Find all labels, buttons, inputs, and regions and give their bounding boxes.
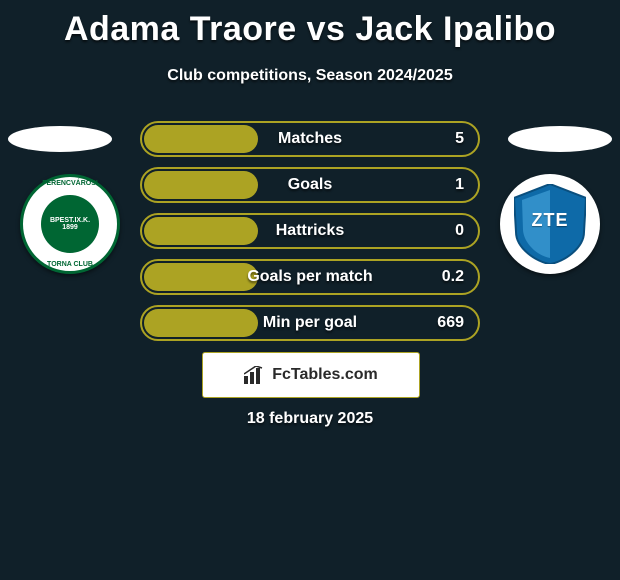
stat-row: Hattricks0	[0, 210, 620, 256]
stat-value-right: 0.2	[442, 261, 464, 293]
stat-row: Matches5	[0, 118, 620, 164]
bar-chart-icon	[244, 366, 266, 384]
stats-area: Matches5Goals1Hattricks0Goals per match0…	[0, 118, 620, 348]
stat-value-right: 5	[455, 123, 464, 155]
stat-label: Hattricks	[142, 215, 478, 247]
stat-pill: Min per goal669	[140, 305, 480, 341]
stat-row: Min per goal669	[0, 302, 620, 348]
stat-label: Min per goal	[142, 307, 478, 339]
stat-value-right: 0	[455, 215, 464, 247]
watermark-text: FcTables.com	[272, 366, 378, 384]
stat-label: Goals	[142, 169, 478, 201]
stat-row: Goals per match0.2	[0, 256, 620, 302]
stat-label: Matches	[142, 123, 478, 155]
stat-pill: Goals1	[140, 167, 480, 203]
player-photo-placeholder-right	[508, 126, 612, 152]
stat-label: Goals per match	[142, 261, 478, 293]
watermark-box: FcTables.com	[202, 352, 420, 398]
page-title: Adama Traore vs Jack Ipalibo	[0, 0, 620, 49]
stat-value-right: 1	[455, 169, 464, 201]
stat-pill: Goals per match0.2	[140, 259, 480, 295]
page-subtitle: Club competitions, Season 2024/2025	[0, 67, 620, 85]
stat-value-right: 669	[437, 307, 464, 339]
stat-row: Goals1	[0, 164, 620, 210]
comparison-infographic: Adama Traore vs Jack Ipalibo Club compet…	[0, 0, 620, 580]
stat-pill: Hattricks0	[140, 213, 480, 249]
date-line: 18 february 2025	[0, 410, 620, 428]
stat-pill: Matches5	[140, 121, 480, 157]
player-photo-placeholder-left	[8, 126, 112, 152]
